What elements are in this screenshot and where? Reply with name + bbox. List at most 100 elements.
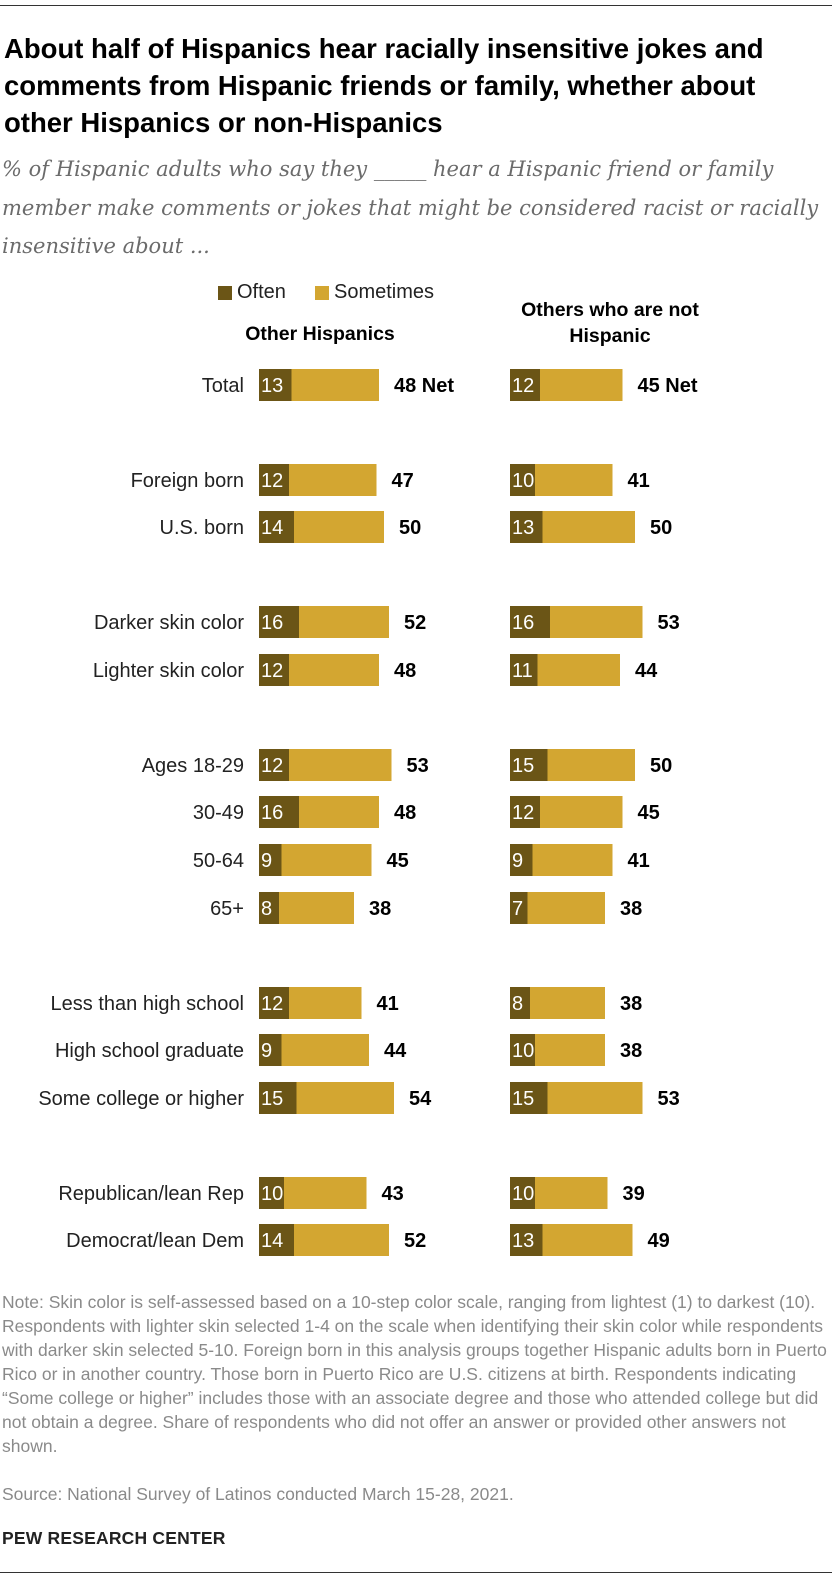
panel2-50-64-often-bar bbox=[510, 844, 533, 876]
panel2-total-net-label: 45 Net bbox=[638, 375, 698, 397]
category-label-total: Total bbox=[202, 375, 244, 397]
panel2-darker-skin-color-net-label: 53 bbox=[658, 612, 680, 634]
panel1-high-school-graduate-often-label: 9 bbox=[261, 1040, 272, 1062]
panel2-republican-lean-rep-often-bar bbox=[510, 1177, 535, 1209]
panel2-democrat-lean-dem-net-label: 49 bbox=[648, 1230, 670, 1252]
panel1-democrat-lean-dem-often-label: 14 bbox=[261, 1230, 283, 1252]
category-label-65: 65+ bbox=[210, 898, 244, 920]
panel1-some-college-or-higher-often-label: 15 bbox=[261, 1088, 283, 1110]
chart-subtitle: % of Hispanic adults who say they _____ … bbox=[2, 157, 819, 258]
category-label-less-than-high-school: Less than high school bbox=[51, 993, 244, 1015]
category-label-high-school-graduate: High school graduate bbox=[55, 1040, 244, 1062]
panel2-ages-18-29-net-label: 50 bbox=[650, 755, 672, 777]
panel2-republican-lean-rep-net-label: 39 bbox=[623, 1183, 645, 1205]
panel-title-others-not-hispanic: Others who are not Hispanic bbox=[521, 299, 699, 347]
panel2-less-than-high-school-often-bar bbox=[510, 987, 530, 1019]
panel1-ages-18-29-often-label: 12 bbox=[261, 755, 283, 777]
panel1-foreign-born-net-label: 47 bbox=[392, 470, 414, 492]
panel1-total-often-bar bbox=[259, 369, 292, 401]
panel1-darker-skin-color-often-bar bbox=[259, 606, 299, 638]
panel2-ages-18-29-often-label: 15 bbox=[512, 755, 534, 777]
panel2-lighter-skin-color-often-bar bbox=[510, 654, 538, 686]
panel2-less-than-high-school-often-label: 8 bbox=[512, 993, 523, 1015]
category-label-50-64: 50-64 bbox=[193, 850, 244, 872]
category-label-30-49: 30-49 bbox=[193, 802, 244, 824]
stacked-bar-chart: Total 13 48 Net 12 45 Net Foreign born 12 47 10 4… bbox=[38, 369, 698, 1256]
chart-note: Note: Skin color is self-assessed based … bbox=[2, 1292, 827, 1456]
panel2-total-often-label: 12 bbox=[512, 375, 534, 397]
panel1-65-net-label: 38 bbox=[369, 898, 391, 920]
panel-title-other-hispanics: Other Hispanics bbox=[245, 323, 395, 345]
panel2-65-net-label: 38 bbox=[620, 898, 642, 920]
panel2-some-college-or-higher-often-bar bbox=[510, 1082, 548, 1114]
panel1-30-49-often-bar bbox=[259, 796, 299, 828]
panel1-65-often-label: 8 bbox=[261, 898, 272, 920]
panel1-foreign-born-often-bar bbox=[259, 464, 289, 496]
legend-often-swatch bbox=[218, 285, 232, 300]
panel1-darker-skin-color-often-label: 16 bbox=[261, 612, 283, 634]
panel2-some-college-or-higher-often-label: 15 bbox=[512, 1088, 534, 1110]
panel2-democrat-lean-dem-often-label: 13 bbox=[512, 1230, 534, 1252]
panel2-50-64-often-label: 9 bbox=[512, 850, 523, 872]
panel2-lighter-skin-color-net-label: 44 bbox=[635, 660, 658, 682]
panel2-foreign-born-often-label: 10 bbox=[512, 470, 534, 492]
panel1-30-49-net-label: 48 bbox=[394, 802, 416, 824]
panel2-total-often-bar bbox=[510, 369, 540, 401]
panel1-democrat-lean-dem-often-bar bbox=[259, 1224, 294, 1256]
panel1-some-college-or-higher-often-bar bbox=[259, 1082, 297, 1114]
panel1-high-school-graduate-often-bar bbox=[259, 1034, 282, 1066]
panel1-less-than-high-school-net-label: 41 bbox=[377, 993, 399, 1015]
panel2-u-s-born-often-label: 13 bbox=[512, 517, 534, 539]
panel1-u-s-born-net-label: 50 bbox=[399, 517, 421, 539]
panel1-lighter-skin-color-often-bar bbox=[259, 654, 289, 686]
panel1-foreign-born-often-label: 12 bbox=[261, 470, 283, 492]
panel2-u-s-born-often-bar bbox=[510, 511, 543, 543]
chart-source: Source: National Survey of Latinos condu… bbox=[2, 1484, 514, 1504]
panel2-lighter-skin-color-often-label: 11 bbox=[512, 660, 533, 682]
panel1-65-often-bar bbox=[259, 892, 279, 924]
category-label-darker-skin-color: Darker skin color bbox=[94, 612, 244, 634]
panel1-50-64-net-label: 45 bbox=[387, 850, 409, 872]
panel2-high-school-graduate-net-label: 38 bbox=[620, 1040, 642, 1062]
panel1-ages-18-29-often-bar bbox=[259, 749, 289, 781]
panel2-darker-skin-color-often-label: 16 bbox=[512, 612, 534, 634]
panel2-some-college-or-higher-net-label: 53 bbox=[658, 1088, 680, 1110]
panel1-lighter-skin-color-often-label: 12 bbox=[261, 660, 283, 682]
panel1-republican-lean-rep-often-label: 10 bbox=[261, 1183, 283, 1205]
panel1-republican-lean-rep-often-bar bbox=[259, 1177, 284, 1209]
panel2-65-often-label: 7 bbox=[512, 898, 523, 920]
panel2-foreign-born-often-bar bbox=[510, 464, 535, 496]
panel1-darker-skin-color-net-label: 52 bbox=[404, 612, 426, 634]
panel1-republican-lean-rep-net-label: 43 bbox=[382, 1183, 404, 1205]
panel1-less-than-high-school-often-bar bbox=[259, 987, 289, 1019]
legend-sometimes-swatch bbox=[315, 285, 329, 300]
pew-research-center-logo: PEW RESEARCH CENTER bbox=[2, 1528, 226, 1548]
panel1-ages-18-29-net-label: 53 bbox=[407, 755, 429, 777]
panel2-high-school-graduate-often-bar bbox=[510, 1034, 535, 1066]
category-label-ages-18-29: Ages 18-29 bbox=[142, 755, 244, 777]
panel1-u-s-born-often-label: 14 bbox=[261, 517, 283, 539]
chart-title: About half of Hispanics hear racially in… bbox=[4, 33, 764, 138]
panel1-total-often-label: 13 bbox=[261, 375, 283, 397]
panel1-50-64-often-label: 9 bbox=[261, 850, 272, 872]
panel1-lighter-skin-color-net-label: 48 bbox=[394, 660, 416, 682]
category-label-foreign-born: Foreign born bbox=[131, 470, 244, 492]
panel1-democrat-lean-dem-net-label: 52 bbox=[404, 1230, 426, 1252]
top-rule bbox=[0, 5, 832, 6]
panel1-50-64-often-bar bbox=[259, 844, 282, 876]
panel2-u-s-born-net-label: 50 bbox=[650, 517, 672, 539]
panel2-65-often-bar bbox=[510, 892, 528, 924]
legend-often-label: Often bbox=[237, 281, 286, 303]
panel1-less-than-high-school-often-label: 12 bbox=[261, 993, 283, 1015]
panel2-30-49-often-label: 12 bbox=[512, 802, 534, 824]
panel2-30-49-often-bar bbox=[510, 796, 540, 828]
legend-often: Often bbox=[218, 281, 286, 304]
category-label-lighter-skin-color: Lighter skin color bbox=[93, 660, 245, 682]
panel2-foreign-born-net-label: 41 bbox=[628, 470, 650, 492]
panel2-ages-18-29-often-bar bbox=[510, 749, 548, 781]
category-label-some-college-or-higher: Some college or higher bbox=[38, 1088, 244, 1110]
legend-sometimes: Sometimes bbox=[315, 281, 434, 304]
panel1-u-s-born-often-bar bbox=[259, 511, 294, 543]
category-label-democrat-lean-dem: Democrat/lean Dem bbox=[66, 1230, 244, 1252]
panel2-50-64-net-label: 41 bbox=[628, 850, 650, 872]
